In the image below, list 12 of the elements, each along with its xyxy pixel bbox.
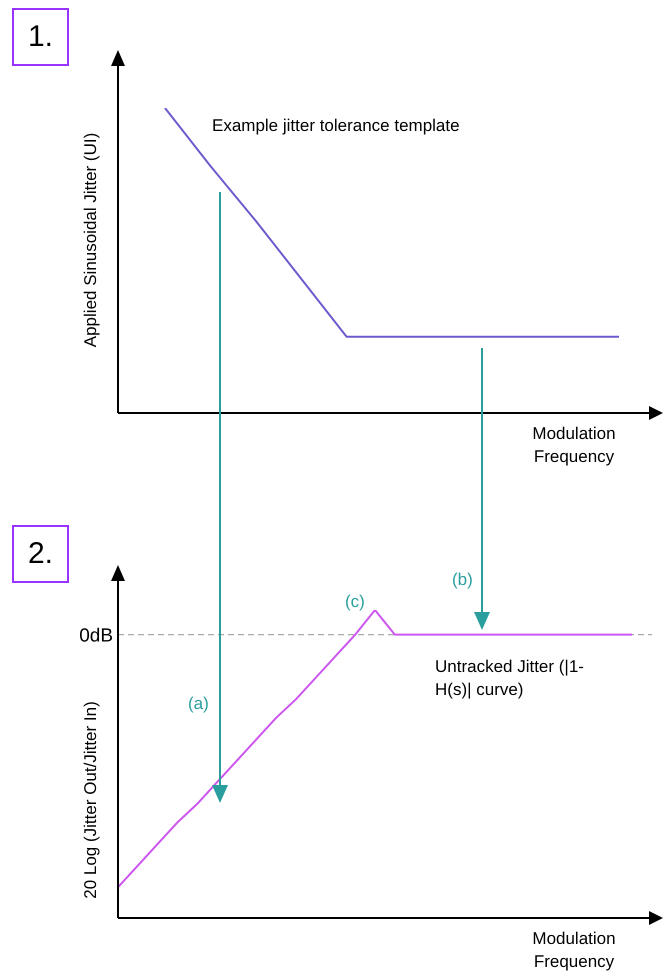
- annotation: (c): [345, 591, 365, 613]
- ref-line-label: 0dB: [79, 625, 113, 646]
- annotation: (a): [188, 693, 209, 715]
- x-axis-title: Modulation Frequency: [532, 424, 616, 466]
- text: 1.: [12, 8, 70, 66]
- y-axis-title: 20 Log (Jitter Out/Jitter In): [81, 701, 100, 899]
- annotation: Untracked Jitter (|1-H(s)| curve): [435, 656, 585, 701]
- annotation: Example jitter tolerance template: [212, 115, 460, 137]
- text: (b): [452, 569, 473, 591]
- x-axis-title: Modulation Frequency: [532, 929, 616, 971]
- y-axis-title: Applied Sinusoidal Jitter (UI): [81, 132, 100, 348]
- text: 2.: [12, 525, 70, 583]
